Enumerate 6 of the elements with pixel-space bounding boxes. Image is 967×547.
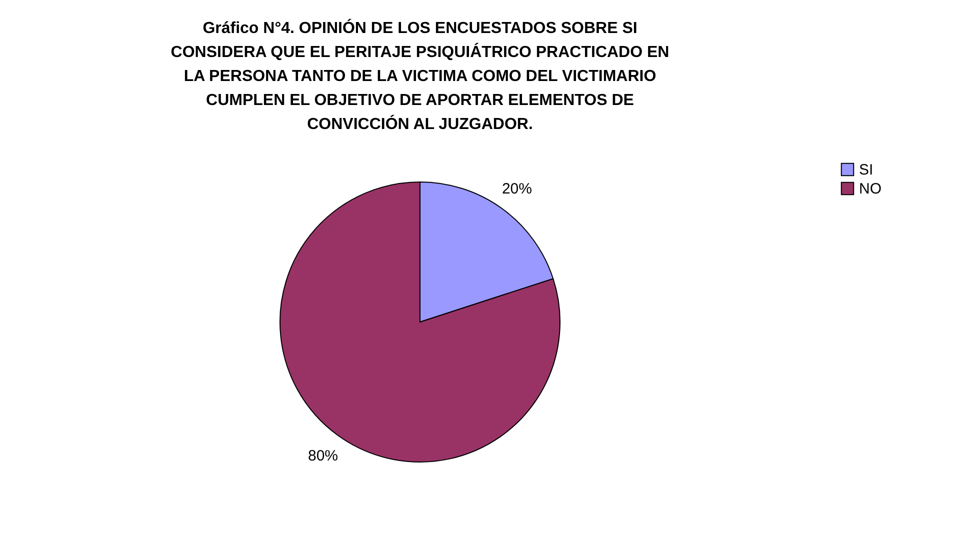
data-label: 80% — [308, 447, 338, 464]
legend-label: SI — [859, 162, 874, 178]
chart-title: Gráfico N°4. OPINIÓN DE LOS ENCUESTADOS SOBRE SI CONSIDERA QUE EL PERITAJE PSIQUIÁTRICO PRACTICADO EN LA PERSONA TANTO DE LA VICTIMA COMO DEL VICTIMARIO CUMPLEN EL OBJETIVO DE APORTAR ELEMENTOS DE CONVICCIÓN AL JUZGADOR. — [170, 18, 670, 133]
data-label: 20% — [502, 180, 532, 198]
legend-label: NO — [859, 180, 882, 198]
pie-slice — [280, 182, 560, 462]
